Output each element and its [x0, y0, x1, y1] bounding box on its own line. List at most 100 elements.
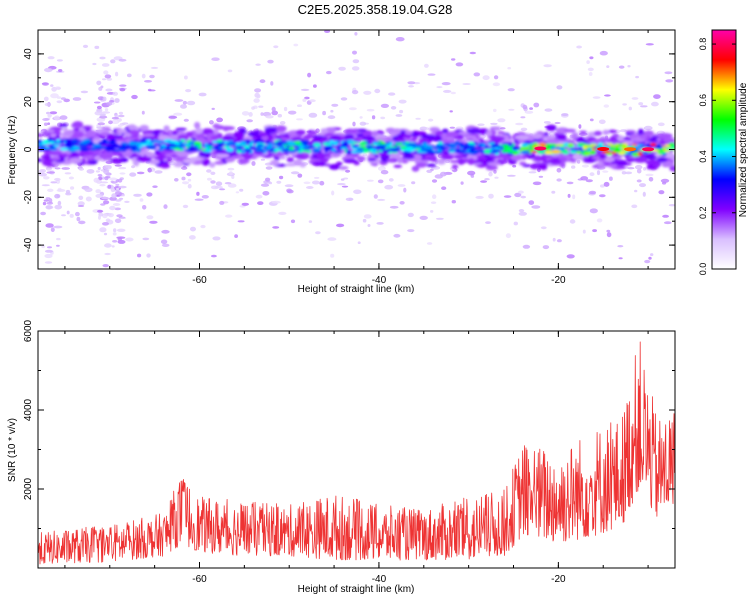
noise-speck: [478, 134, 486, 139]
noise-speck: [518, 190, 524, 194]
noise-speck: [187, 183, 192, 189]
noise-speck: [211, 254, 217, 258]
noise-speck: [258, 105, 264, 108]
noise-speck: [543, 121, 551, 124]
ridge-core: [90, 147, 97, 151]
noise-speck: [57, 200, 62, 206]
noise-speck: [104, 252, 111, 256]
noise-speck: [54, 167, 61, 170]
ridge-core: [78, 143, 88, 146]
ridge-blob: [362, 135, 376, 142]
noise-speck: [431, 179, 438, 183]
noise-speck: [631, 204, 638, 209]
noise-speck: [330, 253, 335, 258]
noise-speck: [651, 101, 659, 107]
noise-speck: [54, 193, 60, 199]
noise-speck: [643, 167, 646, 171]
noise-speck: [111, 245, 115, 248]
ridge-core: [114, 143, 120, 147]
ridge-blob: [113, 160, 122, 164]
noise-speck: [50, 181, 57, 184]
ridge-core: [207, 142, 214, 146]
noise-speck: [44, 253, 53, 259]
ridge-core: [122, 143, 129, 146]
ridge-blob: [458, 159, 465, 165]
ridge-blob: [393, 164, 403, 168]
ridge-core: [458, 149, 466, 152]
noise-speck: [374, 88, 381, 94]
ridge-blob: [212, 129, 219, 135]
noise-speck: [566, 181, 574, 185]
colorbar-tick-label: 0.4: [698, 150, 708, 163]
ridge-core: [53, 142, 63, 145]
noise-speck: [503, 195, 512, 198]
snr-panel: -60 -40 -20 2000 4000 6000 Height of straigh…: [7, 319, 676, 595]
ridge-blob: [626, 157, 636, 162]
noise-speck: [606, 229, 611, 233]
noise-speck: [635, 75, 639, 79]
ridge-core: [184, 149, 195, 152]
noise-speck: [50, 84, 54, 87]
noise-speck: [352, 59, 360, 64]
noise-speck: [229, 171, 233, 176]
ridge-core: [433, 145, 442, 150]
noise-speck: [618, 65, 625, 69]
ridge-blob: [491, 136, 505, 142]
noise-speck: [604, 94, 611, 97]
noise-speck: [493, 169, 497, 174]
noise-speck: [93, 101, 101, 104]
ridge-blob: [42, 159, 55, 167]
noise-speck: [407, 212, 414, 218]
noise-speck: [149, 74, 155, 79]
ridge-core: [134, 142, 142, 145]
noise-speck: [211, 57, 220, 61]
noise-speck: [102, 96, 107, 102]
ridge-core: [256, 144, 264, 148]
ridge-core: [128, 141, 136, 146]
ridge-blob: [243, 153, 252, 160]
noise-speck: [340, 97, 348, 101]
noise-speck: [419, 126, 427, 131]
noise-speck: [622, 103, 627, 106]
ridge-blob: [38, 133, 44, 138]
noise-speck: [211, 107, 215, 110]
noise-speck: [337, 183, 346, 186]
ridge-blob: [177, 134, 189, 141]
ridge-blob: [320, 128, 328, 134]
noise-speck: [112, 232, 117, 236]
noise-speck: [599, 50, 608, 56]
noise-speck: [181, 166, 188, 170]
noise-speck: [554, 121, 561, 125]
noise-speck: [642, 191, 646, 197]
noise-speck: [467, 170, 476, 176]
noise-speck: [336, 223, 345, 228]
noise-speck: [45, 166, 52, 171]
noise-speck: [581, 164, 589, 168]
noise-speck: [650, 253, 654, 257]
noise-speck: [648, 256, 652, 260]
noise-speck: [255, 63, 261, 66]
ridge-blob: [49, 151, 63, 156]
ridge-core: [332, 141, 338, 146]
noise-speck: [441, 186, 447, 190]
noise-speck: [351, 90, 359, 95]
noise-speck: [322, 110, 326, 116]
snr-y-axis-label: SNR (10 * v/v): [7, 418, 18, 482]
noise-speck: [366, 108, 375, 112]
ridge-blob: [432, 134, 443, 142]
ridge-core: [201, 148, 207, 151]
noise-speck: [566, 254, 575, 259]
noise-speck: [161, 243, 170, 247]
ridge-core: [587, 147, 593, 152]
noise-speck: [103, 232, 108, 236]
noise-speck: [85, 196, 92, 202]
ridge-core: [544, 150, 553, 155]
noise-speck: [308, 112, 318, 118]
noise-speck: [103, 169, 109, 175]
spectrogram-x-axis-label: Height of straight line (km): [298, 284, 415, 295]
noise-speck: [520, 127, 528, 131]
noise-speck: [95, 189, 101, 194]
noise-speck: [110, 180, 114, 183]
ridge-core: [187, 146, 197, 150]
noise-speck: [419, 215, 428, 220]
